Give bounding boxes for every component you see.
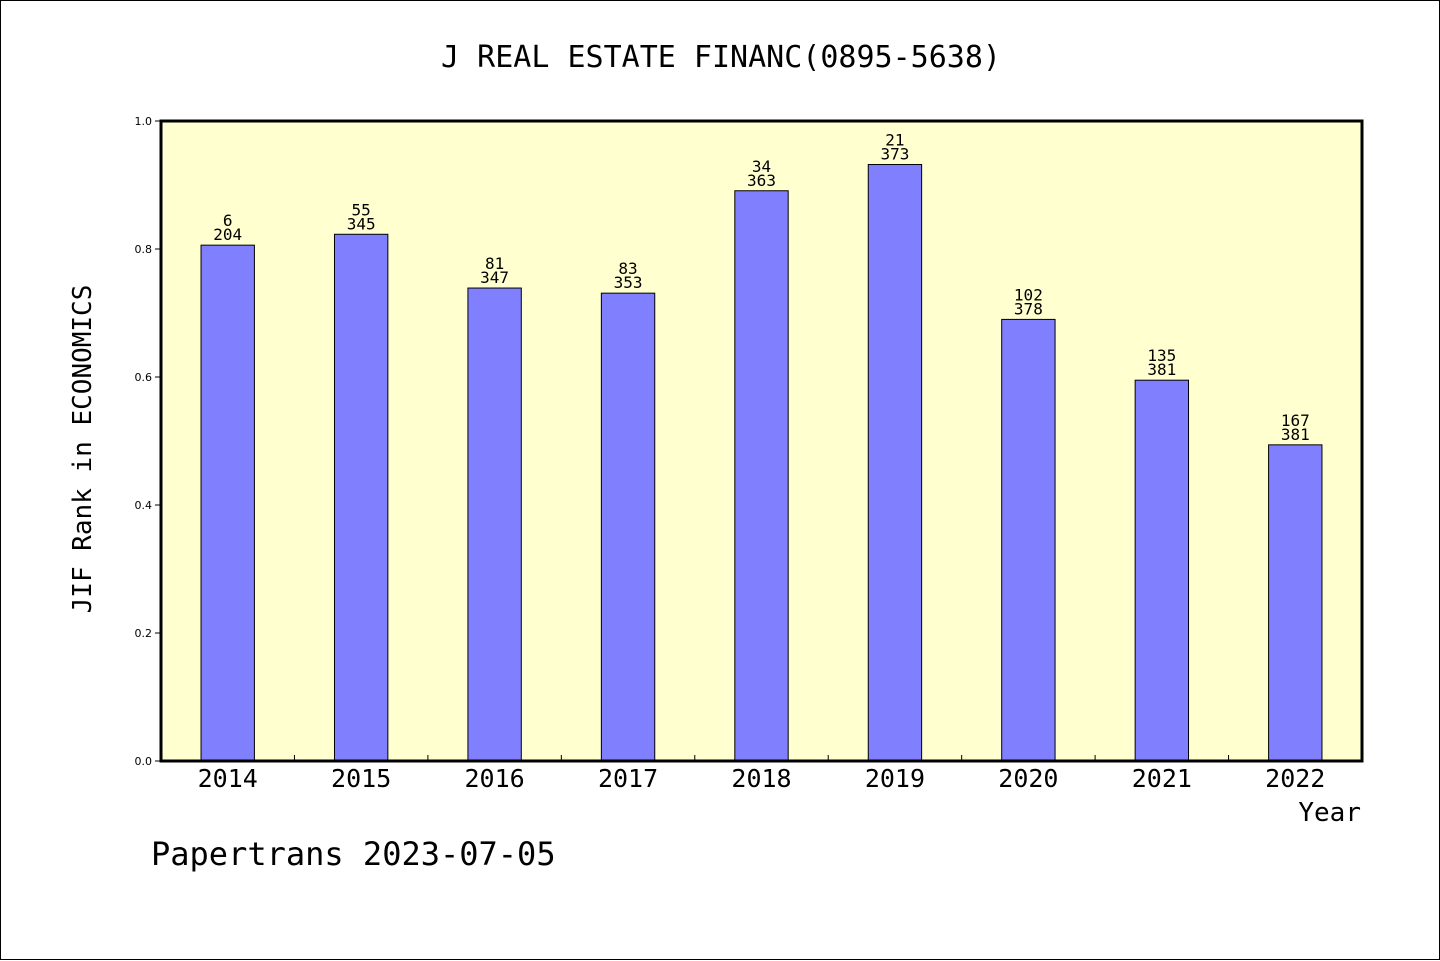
bar-total-label: 373 (880, 145, 909, 164)
chart-title: J REAL ESTATE FINANC(0895-5638) (441, 40, 1001, 75)
bar-total-label: 347 (480, 268, 509, 287)
bar-rank-label: 167 (1281, 411, 1310, 430)
bar (734, 190, 789, 762)
bar-total-label: 381 (1281, 425, 1310, 444)
bar (600, 292, 656, 762)
x-tick-label: 2017 (598, 764, 658, 793)
y-tick-label: 0.2 (135, 627, 153, 640)
bar-total-label: 381 (1147, 360, 1176, 379)
footer-credit: Papertrans 2023-07-05 (151, 835, 556, 873)
x-tick-label: 2022 (1265, 764, 1325, 793)
x-tick-label: 2015 (331, 764, 391, 793)
bar (333, 233, 389, 762)
bar-total-label: 345 (347, 214, 376, 233)
bar-total-label: 204 (213, 225, 242, 244)
x-tick-label: 2018 (731, 764, 791, 793)
bar-rank-label: 6 (223, 211, 233, 230)
y-tick-label: 0.0 (135, 755, 153, 768)
bar-total-label: 363 (747, 171, 776, 190)
y-tick-label: 0.4 (135, 499, 153, 512)
y-axis-label: JIF Rank in ECONOMICS (68, 285, 98, 614)
y-tick-label: 0.6 (135, 371, 153, 384)
x-tick-label: 2021 (1132, 764, 1192, 793)
bar-total-label: 353 (614, 273, 643, 292)
bar-rank-label: 81 (485, 254, 504, 273)
bar-total-label: 378 (1014, 299, 1043, 318)
bar-rank-label: 55 (352, 200, 371, 219)
y-tick-label: 0.8 (135, 243, 153, 256)
plot-border (159, 119, 1364, 763)
bar-rank-label: 102 (1014, 285, 1043, 304)
bar-rank-label: 34 (752, 157, 771, 176)
bar-rank-label: 21 (885, 131, 904, 150)
x-tick-label: 2019 (865, 764, 925, 793)
bar (467, 287, 522, 762)
x-tick-label: 2020 (998, 764, 1058, 793)
y-tick-label: 1.0 (135, 115, 153, 128)
bar-rank-label: 135 (1147, 346, 1176, 365)
bar (1001, 318, 1056, 762)
x-tick-label: 2016 (465, 764, 525, 793)
x-tick-label: 2014 (198, 764, 258, 793)
bar-rank-label: 83 (618, 259, 637, 278)
bar (867, 164, 923, 762)
bar (1268, 444, 1323, 762)
bar (1134, 379, 1190, 762)
bar (200, 244, 255, 762)
x-axis-label: Year (1298, 798, 1361, 828)
